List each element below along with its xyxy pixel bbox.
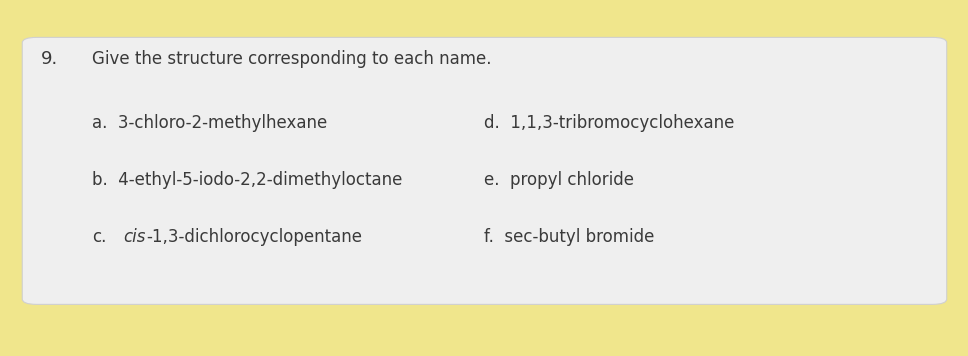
Text: b.  4-ethyl-5-iodo-2,2-dimethyloctane: b. 4-ethyl-5-iodo-2,2-dimethyloctane	[92, 171, 403, 189]
Text: e.  propyl chloride: e. propyl chloride	[484, 171, 634, 189]
Text: a.  3-chloro-2-methylhexane: a. 3-chloro-2-methylhexane	[92, 114, 327, 132]
FancyBboxPatch shape	[22, 37, 947, 304]
Text: c.: c.	[92, 228, 106, 246]
Text: -1,3-dichlorocyclopentane: -1,3-dichlorocyclopentane	[146, 228, 362, 246]
Text: cis: cis	[123, 228, 145, 246]
Text: d.  1,1,3-tribromocyclohexane: d. 1,1,3-tribromocyclohexane	[484, 114, 735, 132]
Text: f.  sec-butyl bromide: f. sec-butyl bromide	[484, 228, 654, 246]
Text: 9.: 9.	[41, 50, 58, 68]
Text: Give the structure corresponding to each name.: Give the structure corresponding to each…	[92, 50, 492, 68]
